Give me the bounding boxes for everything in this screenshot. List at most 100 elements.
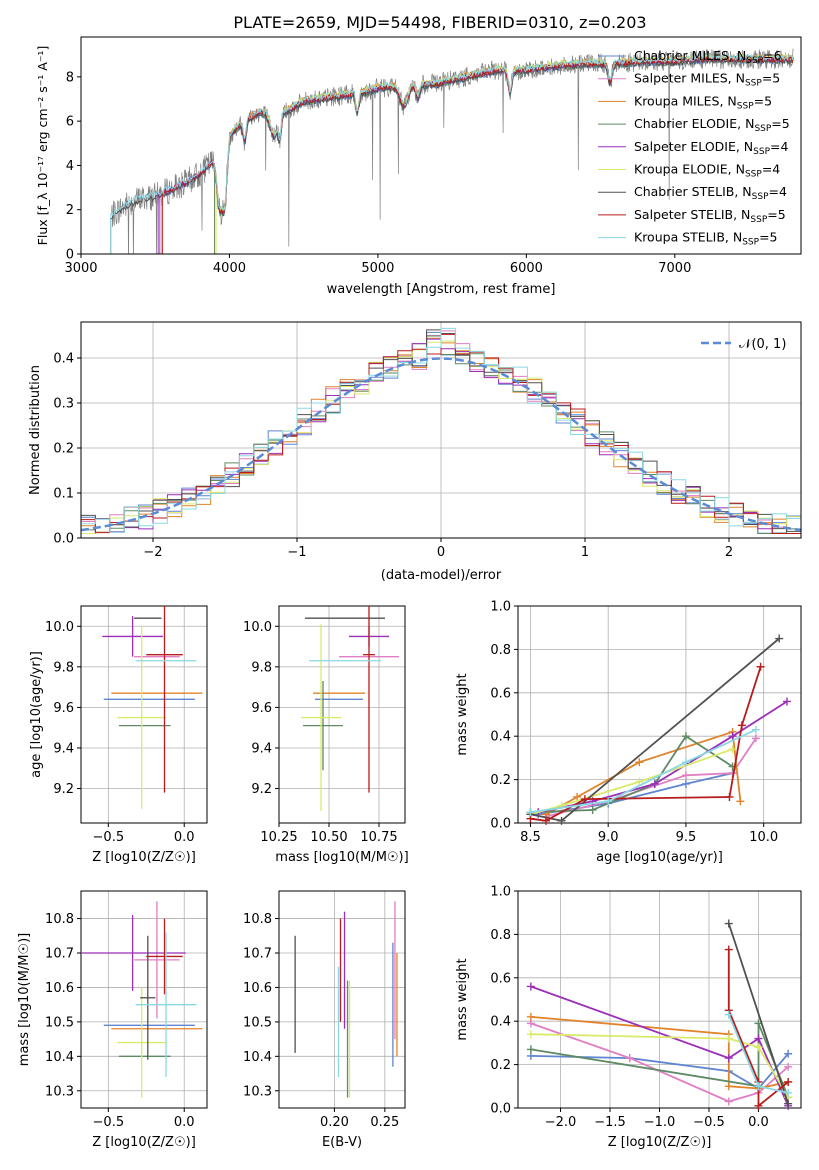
y-axis-label: Normed distribution — [28, 365, 43, 495]
axes-frame — [80, 890, 208, 1109]
mass-vs-ebv-panel: 0.20 0.25 10.3 10.4 10.5 10.6 10.7 10.8 E(B-V) — [243, 890, 406, 1150]
legend-label-sub: SSP — [742, 238, 759, 248]
y-tick-label: 10.0 — [45, 620, 74, 635]
y-tick-label: 0.1 — [53, 487, 74, 502]
x-tick-label: 0.0 — [174, 830, 195, 845]
y-tick-label: 10.8 — [45, 912, 74, 927]
y-axis-label: age [log10(age/yr)] — [29, 651, 44, 778]
y-tick-label: 9.2 — [251, 782, 272, 797]
series-marker-2 — [526, 1012, 535, 1021]
legend-label-main: Chabrier STELIB, N — [634, 184, 752, 199]
y-tick-label: 0.3 — [53, 397, 74, 412]
series-marker-5 — [754, 1043, 763, 1052]
massweight-vs-age-panel: 8.5 9.0 9.5 10.0 0.0 0.2 0.4 0.6 0.8 1.0 age [log1… — [455, 600, 802, 865]
y-tick-label: 10.7 — [243, 947, 272, 962]
series-marker-2 — [635, 758, 644, 767]
series-marker-4 — [783, 697, 792, 706]
legend-label-main: Salpeter STELIB, N — [634, 207, 750, 222]
y-tick-label: 9.6 — [53, 701, 74, 716]
x-axis-label: mass [log10(M/M☉)] — [275, 850, 408, 865]
series-marker-4 — [754, 1034, 763, 1043]
x-axis-label: Z [log10(Z/Z☉)] — [92, 850, 196, 865]
series-marker-5 — [724, 1034, 733, 1043]
y-tick-label: 0.6 — [490, 686, 511, 701]
x-tick-label: 2 — [725, 545, 733, 560]
model-spectrum-0 — [159, 57, 794, 254]
x-tick-label: −0.5 — [693, 1115, 725, 1130]
y-tick-label: 10.5 — [243, 1015, 272, 1030]
series-area — [526, 919, 793, 1110]
series-marker-6 — [784, 1099, 793, 1108]
legend-label-value: =5 — [759, 230, 777, 245]
legend-label-value: =5 — [762, 71, 780, 86]
y-tick-label: 0 — [66, 248, 74, 263]
age-vs-metallicity-panel: −0.5 0.0 9.2 9.4 9.6 9.8 10.0 Z [log10(Z/Z☉)] ag… — [29, 605, 208, 865]
series-marker-3 — [526, 1045, 535, 1054]
series-marker-8 — [784, 1088, 793, 1097]
y-tick-label: 10.7 — [45, 947, 74, 962]
series-marker-8 — [724, 1010, 733, 1019]
y-tick-label: 10.3 — [45, 1084, 74, 1099]
series-marker-0 — [784, 1049, 793, 1058]
model-spectrum-7 — [162, 55, 794, 254]
x-tick-label: 6000 — [510, 261, 543, 276]
series-marker-4 — [724, 1054, 733, 1063]
x-tick-label: 3000 — [64, 261, 97, 276]
axes-frame — [278, 890, 406, 1109]
legend-label-main: Chabrier ELODIE, N — [634, 116, 754, 131]
axes-frame — [517, 605, 802, 824]
series-line-8 — [530, 728, 757, 813]
series-marker-8 — [526, 808, 535, 817]
y-tick-label: 0.8 — [490, 928, 511, 943]
legend-label-sub: SSP — [752, 192, 769, 202]
legend-label-main: Kroupa STELIB, N — [634, 230, 742, 245]
series-marker-4 — [650, 779, 659, 788]
y-tick-label: 0.2 — [490, 1058, 511, 1073]
points-area — [102, 606, 203, 809]
y-tick-label: 4 — [66, 159, 74, 174]
x-tick-label: −2.0 — [545, 1115, 577, 1130]
legend-label-value: =6 — [763, 48, 781, 63]
legend-label: Kroupa ELODIE, NSSP=4 — [634, 162, 780, 180]
series-marker-7 — [756, 662, 765, 671]
legend-label-main: Salpeter ELODIE, N — [634, 139, 753, 154]
age-vs-mass-panel: 10.25 10.50 10.75 9.2 9.4 9.6 9.8 10.0 mass [log… — [243, 605, 409, 865]
series-marker-1 — [784, 1062, 793, 1071]
legend-label: Salpeter STELIB, NSSP=5 — [634, 207, 786, 225]
series-marker-0 — [681, 779, 690, 788]
y-axis-label: mass [log10(M/M☉)] — [17, 933, 32, 1066]
legend-label-value: =5 — [771, 116, 789, 131]
legend-label-main: Chabrier MILES, N — [634, 48, 746, 63]
series-marker-7 — [580, 795, 589, 804]
x-axis-label: Z [log10(Z/Z☉)] — [92, 1135, 196, 1150]
legend-label-sub: SSP — [746, 56, 763, 66]
x-tick-label: 0 — [437, 545, 445, 560]
spectrum-panel: 3000 4000 5000 6000 7000 0 2 4 6 8 wavelength [Ang… — [35, 36, 802, 297]
series-marker-6 — [775, 634, 784, 643]
y-tick-label: 0.0 — [490, 817, 511, 832]
series-marker-7 — [754, 1101, 763, 1110]
y-tick-label: 0.2 — [490, 773, 511, 788]
x-tick-label: −1 — [287, 545, 306, 560]
series-marker-1 — [681, 771, 690, 780]
legend-label: Chabrier ELODIE, NSSP=5 — [634, 116, 790, 134]
y-tick-label: 0.4 — [490, 730, 511, 745]
axes-frame — [80, 605, 208, 824]
series-marker-7 — [541, 816, 550, 825]
y-tick-label: 10.5 — [45, 1015, 74, 1030]
series-marker-6 — [557, 816, 566, 825]
y-tick-label: 0.0 — [490, 1102, 511, 1117]
y-tick-label: 10.3 — [243, 1084, 272, 1099]
x-tick-label: 8.5 — [520, 830, 541, 845]
legend-label-value: =4 — [762, 162, 780, 177]
series-marker-6 — [724, 919, 733, 928]
y-tick-label: 10.6 — [45, 981, 74, 996]
x-tick-label: 1 — [581, 545, 589, 560]
x-axis-label: (data-model)/error — [381, 568, 502, 583]
x-tick-label: 10.0 — [749, 830, 778, 845]
series-marker-7 — [784, 1077, 793, 1086]
legend-label-main: Kroupa MILES, N — [634, 93, 737, 108]
y-tick-label: 9.4 — [251, 741, 272, 756]
y-tick-label: 0.2 — [53, 442, 74, 457]
